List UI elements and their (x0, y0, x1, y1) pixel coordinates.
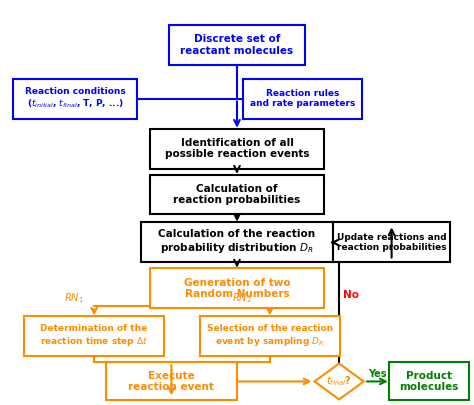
FancyBboxPatch shape (150, 175, 324, 215)
Text: Product
molecules: Product molecules (400, 371, 459, 392)
Text: Reaction conditions
($t_{initial}$, $t_{final}$, T, P, ...): Reaction conditions ($t_{initial}$, $t_{… (25, 87, 126, 110)
FancyBboxPatch shape (169, 25, 305, 65)
Text: Identification of all
possible reaction events: Identification of all possible reaction … (165, 138, 309, 160)
Text: Calculation of the reaction
probability distribution $D_R$: Calculation of the reaction probability … (158, 230, 316, 256)
Text: $t_{final}$?: $t_{final}$? (326, 375, 352, 388)
Polygon shape (315, 363, 364, 399)
FancyBboxPatch shape (106, 362, 237, 401)
Text: Yes: Yes (368, 369, 387, 379)
FancyBboxPatch shape (200, 316, 340, 356)
Text: Update reactions and
reaction probabilities: Update reactions and reaction probabilit… (337, 233, 447, 252)
Text: Execute
reaction event: Execute reaction event (128, 371, 214, 392)
Text: Selection of the reaction
event by sampling $D_R$: Selection of the reaction event by sampl… (207, 324, 333, 348)
FancyBboxPatch shape (333, 222, 450, 262)
Text: Reaction rules
and rate parameters: Reaction rules and rate parameters (250, 89, 356, 109)
FancyBboxPatch shape (150, 129, 324, 168)
FancyBboxPatch shape (141, 222, 333, 262)
Text: Generation of two
Random Numbers: Generation of two Random Numbers (184, 277, 290, 299)
Text: $RN_2$: $RN_2$ (232, 292, 252, 305)
Text: Determination of the
reaction time step $\Delta t$: Determination of the reaction time step … (40, 324, 148, 348)
FancyBboxPatch shape (243, 79, 362, 119)
Text: Discrete set of
reactant molecules: Discrete set of reactant molecules (181, 34, 293, 55)
Text: $RN_1$: $RN_1$ (64, 292, 83, 305)
FancyBboxPatch shape (24, 316, 164, 356)
FancyBboxPatch shape (13, 79, 137, 119)
FancyBboxPatch shape (150, 269, 324, 308)
FancyBboxPatch shape (389, 362, 469, 401)
Text: Calculation of
reaction probabilities: Calculation of reaction probabilities (173, 184, 301, 205)
Text: No: No (343, 290, 359, 301)
